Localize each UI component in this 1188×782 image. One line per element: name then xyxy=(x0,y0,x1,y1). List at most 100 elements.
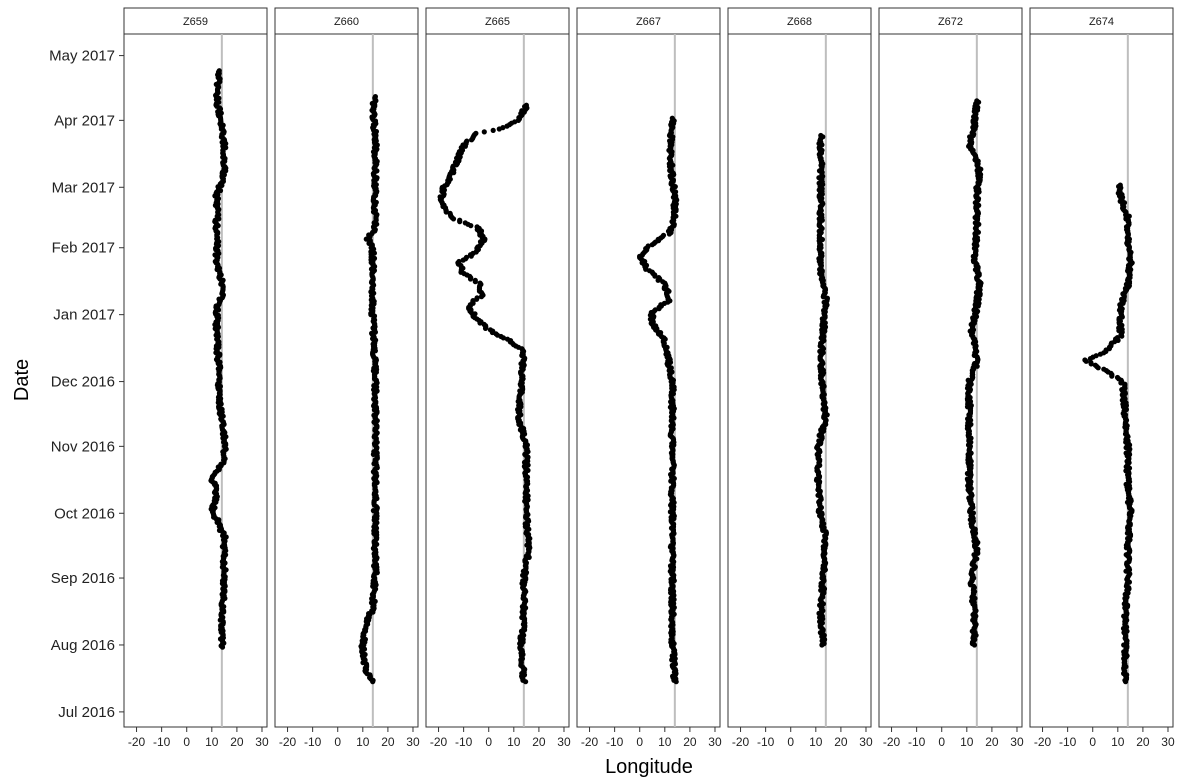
x-tick-label: -10 xyxy=(455,735,473,749)
x-tick-label: 10 xyxy=(1111,735,1125,749)
y-tick-label: Mar 2017 xyxy=(52,179,115,196)
x-tick-label: -10 xyxy=(606,735,624,749)
x-tick-label: -10 xyxy=(153,735,171,749)
data-points xyxy=(437,102,533,685)
facet-strip-label: Z659 xyxy=(183,16,208,28)
facet-panels: Z659 -20 -10 0 10 20 30 Z660 -20 -10 0 10 20 30 Z665 -2… xyxy=(123,7,1175,749)
facet-strip-label: Z665 xyxy=(485,16,510,28)
data-point xyxy=(474,295,480,301)
facet-strip-label: Z660 xyxy=(334,16,359,28)
data-point xyxy=(372,94,378,100)
data-point xyxy=(965,377,971,383)
y-tick-label: Oct 2016 xyxy=(54,505,115,522)
data-point xyxy=(487,327,493,333)
data-point xyxy=(500,125,506,131)
x-tick-label: 30 xyxy=(1010,735,1024,749)
facet-panel-z659: Z659 -20 -10 0 10 20 30 xyxy=(123,7,269,749)
x-tick-label: 0 xyxy=(183,735,190,749)
panel-frame xyxy=(878,33,1023,728)
facet-strip xyxy=(1029,7,1174,35)
x-tick-label: -20 xyxy=(732,735,750,749)
facet-panel-z660: Z660 -20 -10 0 10 20 30 xyxy=(274,7,420,749)
data-point xyxy=(1114,335,1120,341)
data-points xyxy=(1082,182,1135,685)
x-tick-label: -10 xyxy=(757,735,775,749)
panel-frame xyxy=(727,33,872,728)
x-tick-label: 20 xyxy=(683,735,697,749)
x-tick-label: 30 xyxy=(1161,735,1175,749)
x-tick-label: 0 xyxy=(1089,735,1096,749)
x-tick-label: 0 xyxy=(636,735,643,749)
panel-frame xyxy=(274,33,419,728)
data-point xyxy=(457,217,463,223)
x-tick-label: 30 xyxy=(708,735,722,749)
x-tick-label: 0 xyxy=(787,735,794,749)
data-point xyxy=(481,129,487,135)
x-tick-label: 10 xyxy=(356,735,370,749)
data-point xyxy=(1092,362,1098,368)
facet-panel-z668: Z668 -20 -10 0 10 20 30 xyxy=(727,7,873,749)
facet-strip xyxy=(123,7,268,35)
facet-strip-label: Z667 xyxy=(636,16,661,28)
x-tick-label: 20 xyxy=(230,735,244,749)
x-tick-label: -20 xyxy=(883,735,901,749)
x-tick-label: -10 xyxy=(1059,735,1077,749)
data-points xyxy=(813,132,831,648)
data-point xyxy=(656,275,662,281)
x-axis-title: Longitude xyxy=(605,756,693,778)
data-points xyxy=(964,98,984,648)
facet-strip xyxy=(274,7,419,35)
y-tick-label: Apr 2017 xyxy=(54,112,115,129)
data-point xyxy=(824,295,831,301)
y-tick-label: Sep 2016 xyxy=(51,570,115,587)
x-tick-label: 10 xyxy=(960,735,974,749)
panel-frame xyxy=(425,33,570,728)
data-point xyxy=(477,239,484,245)
y-axis-title: Date xyxy=(11,359,33,401)
y-tick-label: Jan 2017 xyxy=(53,307,115,324)
data-point xyxy=(660,232,667,238)
x-tick-label: 10 xyxy=(507,735,521,749)
data-points xyxy=(208,68,229,650)
x-tick-label: 0 xyxy=(485,735,492,749)
x-tick-label: 0 xyxy=(938,735,945,749)
data-point xyxy=(490,127,496,133)
facet-strip-label: Z672 xyxy=(938,16,963,28)
facet-panel-z665: Z665 -20 -10 0 10 20 30 xyxy=(425,7,571,749)
facet-panel-z667: Z667 -20 -10 0 10 20 30 xyxy=(576,7,722,749)
x-tick-label: 0 xyxy=(334,735,341,749)
data-point xyxy=(669,115,675,121)
data-point xyxy=(523,102,530,108)
data-point xyxy=(477,280,483,286)
x-tick-label: -10 xyxy=(908,735,926,749)
x-tick-label: 20 xyxy=(1136,735,1150,749)
data-point xyxy=(504,336,511,342)
data-point xyxy=(463,254,470,260)
data-point xyxy=(474,224,480,230)
facet-panel-z674: Z674 -20 -10 0 10 20 30 xyxy=(1029,7,1175,749)
data-point xyxy=(1088,360,1094,366)
y-tick-label: Aug 2016 xyxy=(51,637,115,654)
x-tick-label: 20 xyxy=(381,735,395,749)
facet-panel-z672: Z672 -20 -10 0 10 20 30 xyxy=(878,7,1024,749)
y-tick-label: May 2017 xyxy=(49,48,115,65)
data-point xyxy=(1082,357,1088,363)
panel-frame xyxy=(123,33,268,728)
x-tick-label: 10 xyxy=(205,735,219,749)
data-point xyxy=(216,68,222,74)
x-tick-label: 30 xyxy=(557,735,571,749)
x-tick-label: 10 xyxy=(809,735,823,749)
x-tick-label: 20 xyxy=(985,735,999,749)
data-point xyxy=(462,220,468,226)
x-tick-label: -20 xyxy=(279,735,297,749)
data-points xyxy=(358,94,380,685)
data-points xyxy=(637,115,680,685)
x-tick-label: -20 xyxy=(1034,735,1052,749)
y-tick-label: Feb 2017 xyxy=(52,240,115,257)
panel-frame xyxy=(1029,33,1174,728)
data-point xyxy=(473,130,479,136)
y-tick-label: Nov 2016 xyxy=(51,438,115,455)
x-tick-label: 30 xyxy=(859,735,873,749)
data-point xyxy=(645,243,651,249)
